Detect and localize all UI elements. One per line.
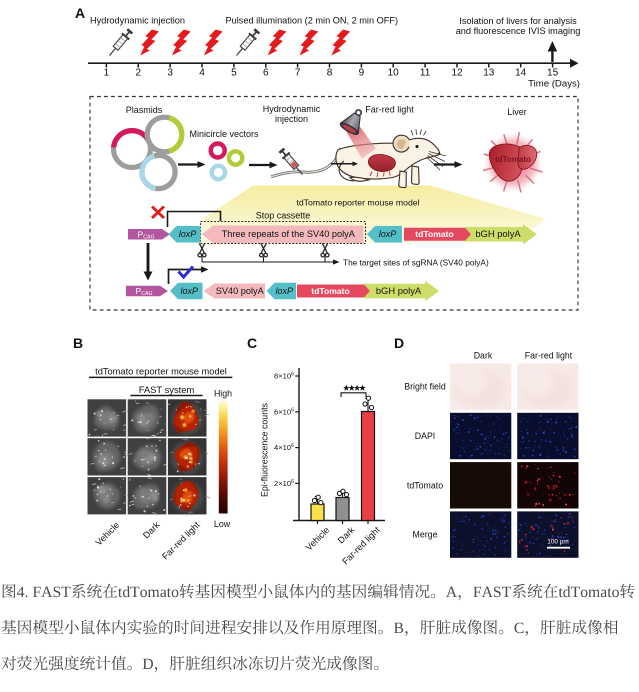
svg-text:tdTomato reporter mouse model: tdTomato reporter mouse model [296, 198, 419, 208]
svg-text:loxP: loxP [179, 229, 197, 239]
svg-text:Vehicle: Vehicle [94, 520, 122, 548]
svg-text:and fluorescence IVIS imaging: and fluorescence IVIS imaging [456, 26, 581, 36]
svg-text:loxP: loxP [379, 229, 397, 239]
svg-text:The target sites of sgRNA (SV4: The target sites of sgRNA (SV40 polyA) [343, 257, 489, 267]
svg-text:SV40 polyA: SV40 polyA [216, 286, 265, 296]
svg-text:13: 13 [483, 68, 495, 79]
svg-text:4×106: 4×106 [274, 443, 294, 452]
svg-text:Epi-fluorescence counts: Epi-fluorescence counts [260, 402, 270, 496]
svg-text:tdTomato: tdTomato [495, 155, 531, 164]
svg-text:Vehicle: Vehicle [304, 525, 332, 553]
svg-text:4: 4 [199, 68, 205, 79]
svg-text:Dark: Dark [336, 525, 357, 546]
svg-text:Three repeats of the SV40 poly: Three repeats of the SV40 polyA [222, 229, 356, 239]
svg-text:tdTomato: tdTomato [311, 286, 350, 296]
svg-text:FAST system: FAST system [139, 384, 195, 395]
svg-text:7: 7 [295, 68, 301, 79]
svg-text:2: 2 [136, 68, 142, 79]
svg-text:Isolation of livers for analys: Isolation of livers for analysis [459, 16, 577, 26]
svg-text:D: D [394, 335, 404, 351]
svg-text:A: A [75, 5, 85, 21]
svg-text:Far-red light: Far-red light [365, 104, 414, 114]
svg-text:Far-red light: Far-red light [160, 520, 202, 562]
svg-text:Stop cassette: Stop cassette [256, 211, 311, 221]
svg-text:11: 11 [420, 68, 431, 79]
svg-text:Hydrodynamic: Hydrodynamic [263, 104, 321, 114]
svg-text:Plasmids: Plasmids [126, 105, 163, 115]
svg-text:10: 10 [388, 68, 400, 79]
svg-text:15: 15 [547, 68, 559, 79]
svg-text:High: High [214, 388, 232, 398]
svg-text:8: 8 [327, 68, 333, 79]
svg-text:Far-red light: Far-red light [525, 351, 573, 361]
svg-text:Low: Low [214, 519, 231, 529]
svg-text:B: B [73, 335, 83, 351]
svg-text:2×106: 2×106 [274, 479, 294, 488]
svg-text:tdTomato: tdTomato [415, 229, 454, 239]
svg-text:loxP: loxP [275, 286, 293, 296]
svg-text:8×106: 8×106 [274, 372, 294, 381]
svg-text:Pulsed illumination (2 min ON,: Pulsed illumination (2 min ON, 2 min OFF… [226, 16, 399, 26]
svg-text:tdTomato: tdTomato [407, 480, 443, 490]
svg-text:bGH polyA: bGH polyA [376, 285, 422, 296]
svg-text:6: 6 [263, 68, 269, 79]
svg-text:C: C [247, 335, 257, 351]
svg-text:tdTomato reporter mouse model: tdTomato reporter mouse model [95, 367, 227, 377]
svg-text:loxP: loxP [180, 286, 198, 296]
svg-text:6×106: 6×106 [274, 407, 294, 416]
svg-text:Bright field: Bright field [404, 382, 446, 392]
svg-text:Liver: Liver [507, 107, 527, 117]
svg-text:Minicircle vectors: Minicircle vectors [189, 129, 259, 139]
svg-text:12: 12 [451, 68, 463, 79]
svg-text:Dark: Dark [474, 351, 493, 361]
svg-text:bGH polyA: bGH polyA [475, 228, 521, 239]
svg-text:injection: injection [275, 114, 308, 124]
svg-text:14: 14 [515, 68, 527, 79]
svg-text:Dark: Dark [141, 520, 162, 541]
svg-text:100 µm: 100 µm [547, 539, 568, 546]
svg-text:DAPI: DAPI [415, 431, 436, 441]
svg-text:Merge: Merge [413, 530, 438, 540]
svg-text:Hydrodynamic injection: Hydrodynamic injection [90, 16, 185, 26]
svg-text:Time (Days): Time (Days) [528, 79, 580, 90]
svg-text:9: 9 [359, 68, 365, 79]
svg-text:3: 3 [167, 68, 173, 79]
svg-text:5: 5 [231, 68, 237, 79]
svg-text:1: 1 [104, 68, 110, 79]
